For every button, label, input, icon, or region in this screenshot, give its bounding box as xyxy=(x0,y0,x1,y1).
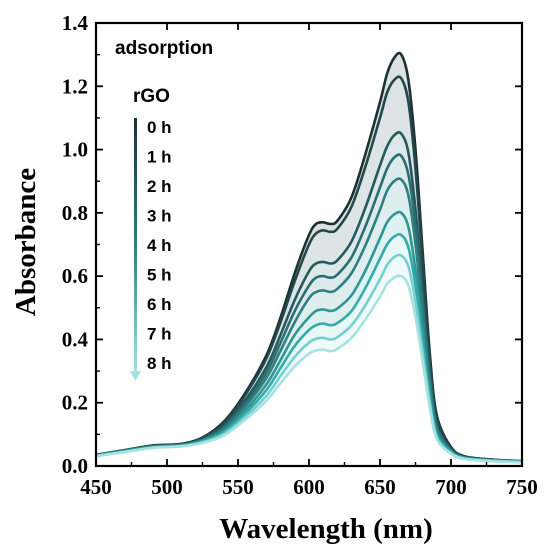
legend-item-6h: 6 h xyxy=(147,295,172,314)
legend-items: 0 h 1 h 2 h 3 h 4 h 5 h 6 h 7 h 8 h xyxy=(147,118,172,373)
x-tick-label: 700 xyxy=(435,475,467,499)
x-tick-label: 600 xyxy=(293,475,325,499)
y-tick-label: 1.4 xyxy=(62,11,89,35)
legend-item-7h: 7 h xyxy=(147,325,172,344)
legend-item-0h: 0 h xyxy=(147,118,172,137)
y-tick-label: 0.2 xyxy=(62,391,88,415)
y-tick-label: 0.4 xyxy=(62,327,89,351)
x-tick-labels: 450 500 550 600 650 700 750 xyxy=(80,475,538,499)
series-fill-layer xyxy=(96,54,522,463)
legend-item-1h: 1 h xyxy=(147,148,172,167)
y-tick-label: 0.8 xyxy=(62,201,88,225)
legend-title: adsorption xyxy=(115,38,213,59)
y-tick-label: 0.6 xyxy=(62,264,88,288)
x-axis-title: Wavelength (nm) xyxy=(219,513,432,545)
axis-ticks xyxy=(95,22,523,467)
legend-gradient-arrow-shaft xyxy=(134,118,137,373)
x-tick-label: 450 xyxy=(80,475,112,499)
y-tick-label: 0.0 xyxy=(62,454,88,478)
y-axis-title: Absorbance xyxy=(10,168,42,316)
legend-item-4h: 4 h xyxy=(147,236,172,255)
x-tick-label: 500 xyxy=(151,475,183,499)
series-line-8h xyxy=(95,274,523,464)
y-tick-label: 1.2 xyxy=(62,74,88,98)
y-tick-labels: 0.0 0.2 0.4 0.6 0.8 1.0 1.2 1.4 xyxy=(62,11,89,478)
legend-item-2h: 2 h xyxy=(147,177,172,196)
series-line-layer xyxy=(95,51,523,464)
legend-arrow-head-icon xyxy=(130,371,141,381)
x-tick-label: 550 xyxy=(222,475,254,499)
x-tick-label: 750 xyxy=(506,475,538,499)
legend-subtitle: rGO xyxy=(133,86,170,107)
y-tick-label: 1.0 xyxy=(62,138,88,162)
legend-item-3h: 3 h xyxy=(147,207,172,226)
legend: adsorption rGO 0 h 1 h 2 h 3 h 4 h 5 h 6 h 7 h 8… xyxy=(115,38,213,381)
legend-item-5h: 5 h xyxy=(147,266,172,285)
x-tick-label: 650 xyxy=(364,475,396,499)
legend-item-8h: 8 h xyxy=(147,354,172,373)
